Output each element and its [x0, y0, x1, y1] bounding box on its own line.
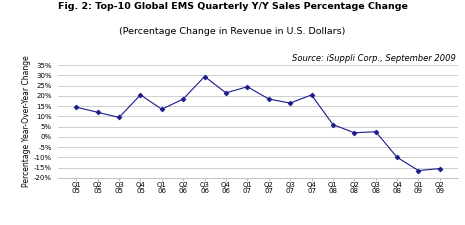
Text: Fig. 2: Top-10 Global EMS Quarterly Y/Y Sales Percentage Change: Fig. 2: Top-10 Global EMS Quarterly Y/Y … [58, 2, 407, 11]
Y-axis label: Percentage Year-Over-Year Change: Percentage Year-Over-Year Change [22, 56, 31, 187]
Text: (Percentage Change in Revenue in U.S. Dollars): (Percentage Change in Revenue in U.S. Do… [120, 27, 345, 36]
Text: Source: iSuppli Corp., September 2009: Source: iSuppli Corp., September 2009 [292, 54, 456, 63]
